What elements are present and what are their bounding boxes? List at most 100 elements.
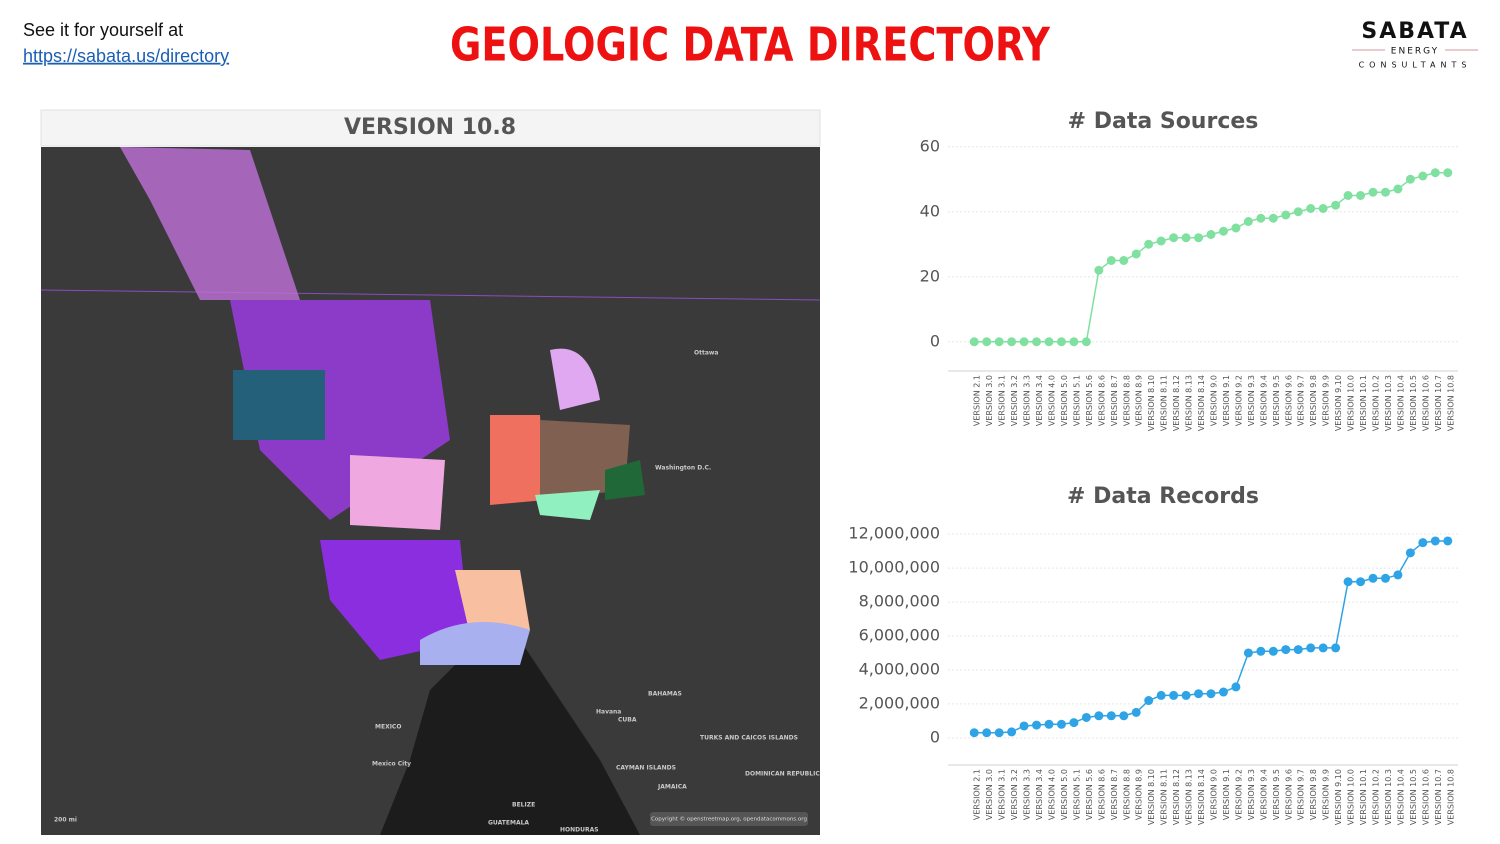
point (1194, 689, 1204, 699)
map-scale: 200 mi (54, 817, 77, 824)
point (969, 337, 979, 347)
data-region (320, 540, 470, 660)
map-header (40, 109, 821, 147)
x-tick-label: VERSION 8.13 (1185, 769, 1194, 825)
x-tick-label: VERSION 9.8 (1309, 769, 1318, 820)
point (1318, 204, 1328, 213)
point (1380, 573, 1390, 583)
x-tick-label: VERSION 9.3 (1247, 375, 1256, 426)
x-tick-label: VERSION 10.5 (1409, 769, 1418, 825)
x-tick-label: VERSION 3.1 (998, 769, 1007, 820)
point (1119, 711, 1129, 721)
x-tick-label: VERSION 9.0 (1210, 375, 1219, 426)
x-tick-label: VERSION 9.1 (1222, 375, 1231, 426)
point (1007, 337, 1017, 347)
map-label: BELIZE (512, 802, 535, 809)
point (1218, 226, 1228, 236)
map-label: HONDURAS (560, 827, 599, 834)
x-tick-label: VERSION 10.6 (1421, 375, 1430, 431)
point (1368, 187, 1378, 197)
map-label: JAMAICA (657, 784, 687, 791)
x-tick-label: VERSION 3.4 (1035, 375, 1044, 426)
point (1356, 577, 1366, 587)
point (1243, 217, 1253, 226)
x-tick-label: VERSION 9.0 (1210, 769, 1219, 820)
data-region (550, 348, 600, 410)
map-label: Havana (596, 709, 621, 716)
x-tick-label: VERSION 8.9 (1135, 769, 1144, 820)
copyright-box (650, 812, 808, 826)
point (1032, 337, 1042, 347)
y-tick-label: 20 (920, 266, 940, 285)
x-tick-label: VERSION 9.5 (1272, 375, 1281, 426)
point (1144, 696, 1154, 706)
x-tick-label: VERSION 8.11 (1160, 375, 1169, 431)
y-tick-label: 10,000,000 (848, 558, 940, 577)
point (1306, 204, 1316, 213)
point (1069, 718, 1079, 728)
x-tick-label: VERSION 5.6 (1085, 375, 1094, 426)
link[interactable]: https://sabata.us/directory (23, 46, 229, 66)
logo-line3: CONSULTANTS (1359, 61, 1472, 70)
x-tick-label: VERSION 8.8 (1122, 375, 1131, 426)
point (1019, 337, 1029, 347)
data-region (455, 570, 530, 635)
x-tick-label: VERSION 5.1 (1072, 769, 1081, 820)
y-tick-label: 0 (930, 727, 940, 746)
map-label: Washington D.C. (655, 465, 711, 472)
page-title: GEOLOGIC DATA DIRECTORY (450, 18, 1051, 72)
point (1331, 643, 1341, 653)
map-label: DOMINICAN REPUBLIC (745, 771, 820, 778)
x-tick-label: VERSION 9.4 (1259, 375, 1268, 426)
point (1293, 207, 1303, 217)
point (1393, 570, 1403, 580)
map: VERSION 10.8 Ottawa Washington D.C. MEXI… (40, 109, 821, 835)
data-region (420, 622, 530, 665)
point (1144, 239, 1154, 249)
point (1368, 573, 1378, 583)
x-tick-label: VERSION 10.8 (1446, 375, 1455, 431)
x-tick-label: VERSION 3.3 (1023, 375, 1032, 426)
point (1231, 682, 1241, 692)
point (1268, 213, 1278, 223)
point (1019, 721, 1029, 731)
map-label: Mexico City (372, 761, 411, 768)
point (1243, 648, 1253, 658)
x-tick-label: VERSION 10.2 (1372, 375, 1381, 431)
x-tick-label: VERSION 10.4 (1396, 375, 1405, 431)
x-tick-label: VERSION 9.10 (1334, 375, 1343, 431)
x-tick-label: VERSION 8.14 (1197, 375, 1206, 431)
x-tick-label: VERSION 10.6 (1421, 769, 1430, 825)
x-tick-label: VERSION 10.1 (1359, 375, 1368, 431)
map-label: CAYMAN ISLANDS (616, 765, 676, 772)
point (1169, 690, 1179, 700)
map-label: TURKS AND CAICOS ISLANDS (700, 735, 798, 742)
y-tick-label: 0 (930, 331, 940, 350)
x-tick-label: VERSION 9.9 (1322, 375, 1331, 426)
y-tick-label: 12,000,000 (848, 524, 940, 543)
y-tick-label: 40 (920, 201, 940, 220)
point (1106, 256, 1116, 265)
x-tick-label: VERSION 8.7 (1110, 769, 1119, 820)
x-tick-label: VERSION 9.8 (1309, 375, 1318, 426)
x-tick-label: VERSION 10.4 (1396, 769, 1405, 825)
x-tick-label: VERSION 3.0 (985, 375, 994, 426)
point (1430, 536, 1440, 546)
x-tick-label: VERSION 8.9 (1135, 375, 1144, 426)
chart-title: # Data Records (1067, 484, 1259, 509)
data-region (605, 460, 645, 500)
y-tick-label: 60 (920, 136, 940, 155)
y-tick-label: 2,000,000 (859, 693, 940, 712)
data-region (120, 147, 300, 300)
logo-line2: ENERGY (1391, 47, 1439, 57)
y-tick-label: 6,000,000 (859, 626, 940, 645)
x-tick-label: VERSION 3.0 (985, 769, 994, 820)
point (1281, 210, 1291, 220)
point (1443, 536, 1453, 546)
point (1281, 645, 1291, 655)
data-region (350, 455, 445, 530)
intro: See it for yourself at (23, 20, 183, 40)
x-tick-label: VERSION 9.4 (1259, 769, 1268, 820)
point (1380, 187, 1390, 197)
x-tick-label: VERSION 9.6 (1284, 769, 1293, 820)
